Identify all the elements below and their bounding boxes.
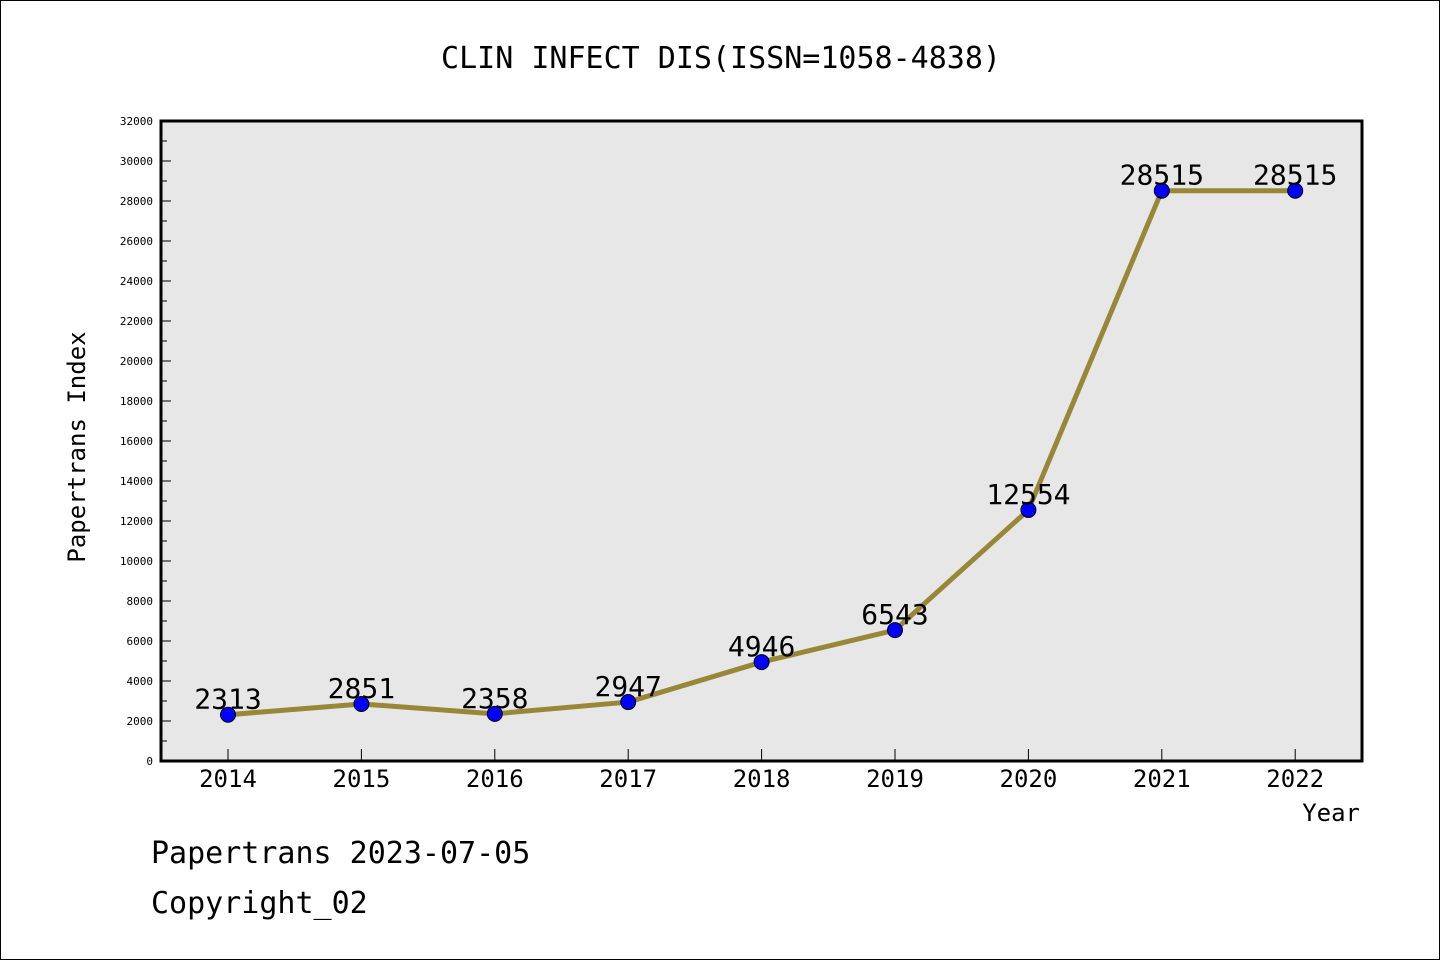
x-tick-label: 2020 [1000, 765, 1058, 793]
data-label: 28515 [1253, 159, 1337, 192]
y-tick-label: 16000 [120, 435, 153, 448]
y-tick-label: 12000 [120, 515, 153, 528]
data-point [220, 706, 236, 723]
x-tick-label: 2021 [1133, 765, 1191, 793]
data-label: 6543 [861, 598, 928, 631]
y-tick-label: 2000 [127, 715, 154, 728]
x-tick-label: 2022 [1266, 765, 1324, 793]
x-tick-label: 2018 [733, 765, 791, 793]
y-tick-label: 24000 [120, 275, 153, 288]
y-axis: 0 2000 4000 6000 8000 10000 12000 14000 16000 180… [120, 115, 171, 768]
x-axis-title: Year [1302, 799, 1360, 827]
y-tick-label: 26000 [120, 235, 153, 248]
data-point [620, 694, 637, 711]
data-point [1153, 182, 1170, 199]
data-label-layer: 2313 2851 2358 2947 4946 6543 12554 28515 28515 [194, 159, 1337, 716]
data-label: 28515 [1120, 159, 1204, 192]
x-tick-label: 2019 [866, 765, 924, 793]
x-tick-label: 2017 [599, 765, 657, 793]
y-tick-label: 28000 [120, 195, 153, 208]
y-tick-label: 20000 [120, 355, 153, 368]
chart-title: CLIN INFECT DIS(ISSN=1058-4838) [441, 41, 1001, 76]
data-label: 2947 [594, 670, 661, 703]
data-label: 2851 [328, 672, 395, 705]
data-point [887, 622, 903, 639]
data-point [353, 695, 370, 712]
footer-copyright: Copyright_02 [151, 886, 368, 921]
y-tick-label: 10000 [120, 555, 153, 568]
series-layer [220, 182, 1304, 723]
x-tick-label: 2014 [199, 765, 257, 793]
data-label: 2358 [461, 682, 528, 715]
y-tick-label: 18000 [120, 395, 153, 408]
y-axis-title: Papertrans Index [63, 331, 91, 562]
data-label: 2313 [194, 683, 261, 716]
y-tick-label: 8000 [127, 595, 154, 608]
y-tick-label: 6000 [127, 635, 154, 648]
y-tick-label: 32000 [120, 115, 153, 128]
data-point [486, 705, 503, 722]
x-tick-label: 2015 [333, 765, 391, 793]
y-tick-label: 30000 [120, 155, 153, 168]
x-axis: 2014 2015 2016 2017 2018 2019 2020 2021 2022 [199, 749, 1324, 793]
data-point [753, 654, 770, 671]
y-tick-label: 0 [146, 755, 153, 768]
x-tick-label: 2016 [466, 765, 524, 793]
data-label: 12554 [986, 478, 1070, 511]
y-tick-label: 22000 [120, 315, 153, 328]
y-tick-label: 14000 [120, 475, 153, 488]
data-point [1020, 501, 1037, 518]
y-tick-label: 4000 [127, 675, 154, 688]
footer-date: Papertrans 2023-07-05 [151, 836, 531, 871]
data-label: 4946 [728, 630, 795, 663]
data-point [1287, 182, 1304, 199]
